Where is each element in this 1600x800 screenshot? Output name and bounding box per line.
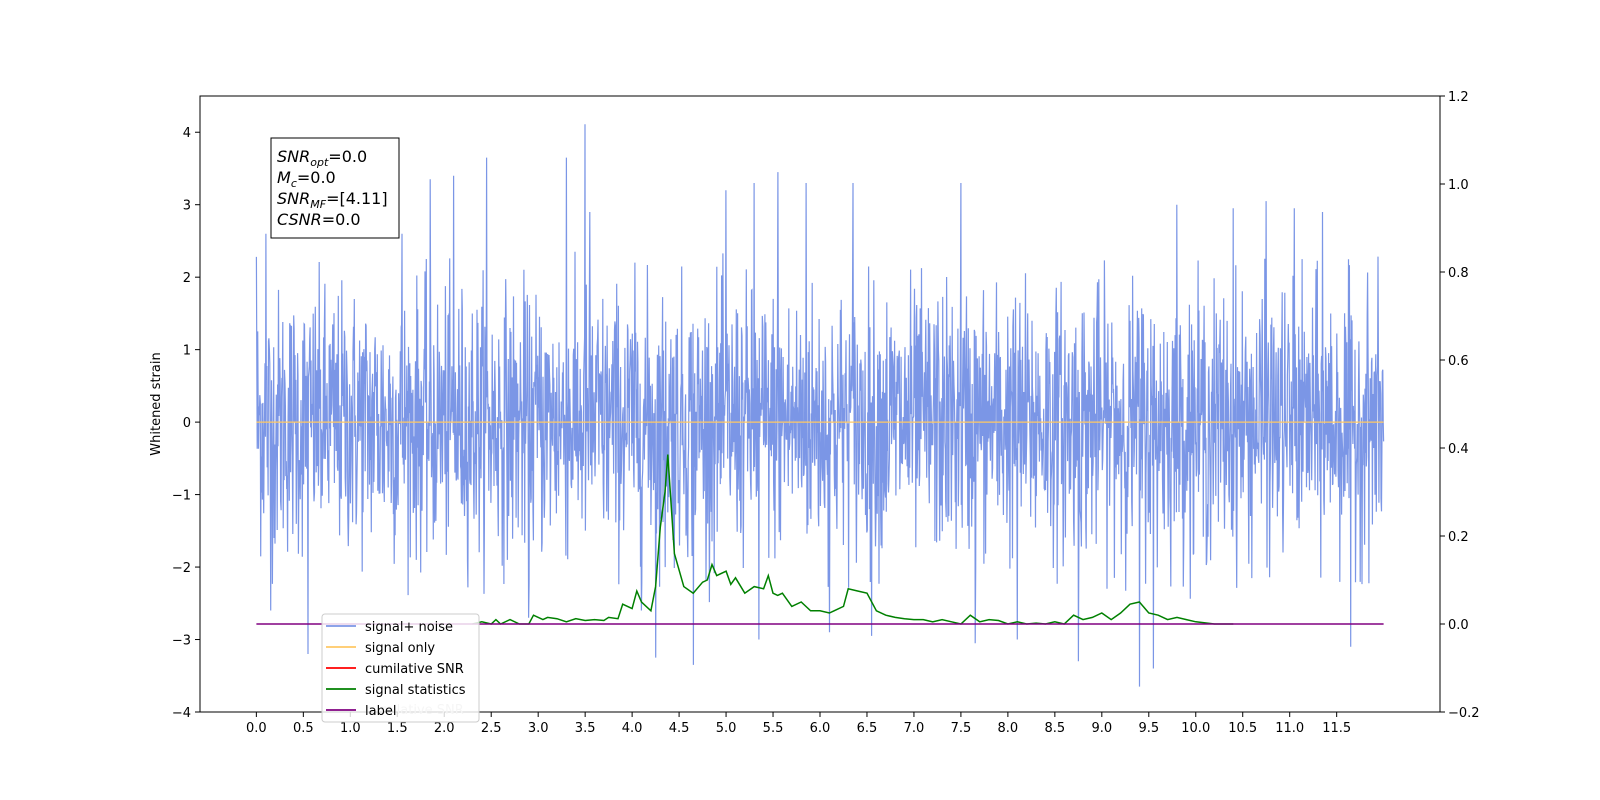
y-axis-label: Whitened strain — [149, 352, 164, 455]
legend-frame — [321, 613, 480, 723]
legend-entry-label: cumilative SNR — [365, 662, 464, 677]
y2-tick-label: 1.0 — [1448, 178, 1469, 193]
x-tick-label: 9.5 — [1138, 721, 1159, 736]
legend-entry-label: signal+ noise — [365, 620, 453, 635]
series-line-signal-statistics — [472, 454, 1234, 625]
annotation-symbol: SNR — [277, 147, 310, 166]
legend-entry-label: signal statistics — [365, 683, 466, 698]
x-tick-label: 4.0 — [622, 721, 643, 736]
y-axis-left: −4 −3 −2 −1 0 1 2 3 4 — [172, 126, 200, 721]
x-tick-label: 5.5 — [763, 721, 784, 736]
x-tick-label: 7.0 — [904, 721, 925, 736]
y-tick-label: −2 — [172, 561, 191, 576]
x-tick-label: 3.5 — [575, 721, 596, 736]
x-tick-label: 7.5 — [951, 721, 972, 736]
y2-tick-label: 1.2 — [1448, 90, 1469, 105]
annotation-line: SNRopt=0.0 — [277, 147, 367, 169]
x-tick-label: 9.0 — [1091, 721, 1112, 736]
annotation-symbol: CSNR — [277, 210, 322, 229]
annotation-subscript: opt — [310, 156, 329, 169]
y-tick-label: −1 — [172, 489, 191, 504]
y2-tick-label: 0.4 — [1448, 442, 1469, 457]
y2-tick-label: 0.8 — [1448, 266, 1469, 281]
x-axis: 0.0 0.5 1.0 1.5 2.0 2.5 3.0 3.5 4.0 4.5 5.0 5.5 6.0 6… — [246, 712, 1351, 736]
x-tick-label: 8.5 — [1045, 721, 1066, 736]
x-tick-label: 2.0 — [434, 721, 455, 736]
x-tick-label: 6.0 — [810, 721, 831, 736]
annotation-line: CSNR=0.0 — [277, 210, 361, 229]
y-tick-label: 3 — [183, 199, 191, 214]
x-tick-label: 1.5 — [387, 721, 408, 736]
annotation-value: =0.0 — [328, 147, 367, 166]
legend-entry-label: signal only — [365, 641, 435, 656]
x-tick-label: 0.0 — [246, 721, 267, 736]
annotation-subscript: c — [291, 177, 297, 190]
annotation-value: =[4.11] — [326, 189, 388, 208]
series-line-signal-noise — [255, 124, 1385, 687]
y2-tick-label: 0.0 — [1448, 618, 1469, 633]
annotation-symbol: SNR — [277, 189, 310, 208]
annotation-symbol: M — [277, 168, 291, 187]
x-tick-label: 10.0 — [1181, 721, 1210, 736]
x-tick-label: 11.5 — [1322, 721, 1351, 736]
x-tick-label: 5.0 — [716, 721, 737, 736]
y-tick-label: 1 — [183, 344, 191, 359]
y-tick-label: 4 — [183, 126, 191, 141]
x-tick-label: 8.0 — [998, 721, 1019, 736]
y2-tick-label: 0.2 — [1448, 530, 1469, 545]
y-tick-label: −4 — [172, 706, 191, 721]
x-tick-label: 6.5 — [857, 721, 878, 736]
x-tick-label: 1.0 — [340, 721, 361, 736]
annotation-value: =0.0 — [297, 168, 336, 187]
x-tick-label: 4.5 — [669, 721, 690, 736]
x-tick-label: 0.5 — [293, 721, 314, 736]
annotation-value: =0.0 — [322, 210, 361, 229]
signal-noise-series — [255, 124, 1385, 687]
y-tick-label: −3 — [172, 634, 191, 649]
x-tick-label: 10.5 — [1228, 721, 1257, 736]
annotation-line: SNRMF=[4.11] — [277, 189, 388, 211]
y2-tick-label: −0.2 — [1448, 706, 1480, 721]
y-tick-label: 0 — [183, 416, 191, 431]
annotation-subscript: MF — [310, 198, 326, 211]
x-tick-label: 2.5 — [481, 721, 502, 736]
x-tick-label: 3.0 — [528, 721, 549, 736]
annotation-frame — [270, 137, 400, 239]
y-tick-label: 2 — [183, 271, 191, 286]
x-tick-label: 11.0 — [1275, 721, 1304, 736]
annotation-line: Mc=0.0 — [277, 168, 336, 190]
legend-entry-label: label — [365, 704, 396, 719]
y-axis-right: −0.2 0.0 0.2 0.4 0.6 0.8 1.0 1.2 — [1440, 90, 1480, 721]
y2-tick-label: 0.6 — [1448, 354, 1469, 369]
